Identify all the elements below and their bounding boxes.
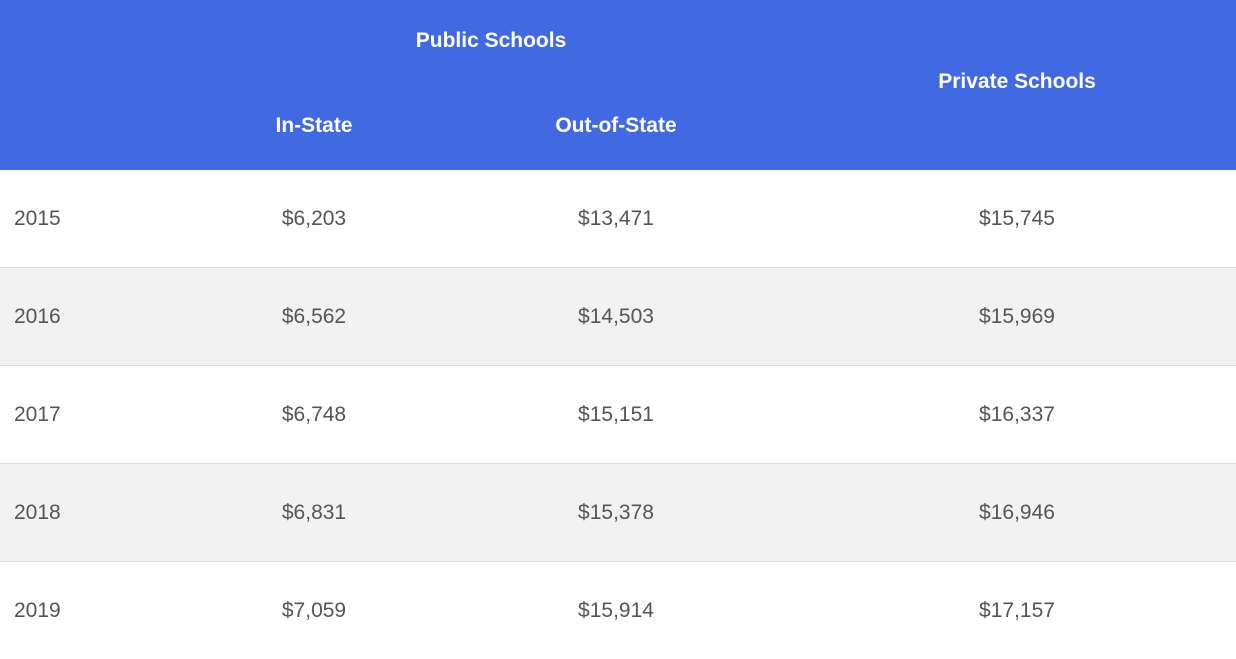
- cell-out-of-state: $15,151: [578, 402, 654, 426]
- cell-out-of-state: $15,914: [578, 598, 654, 622]
- cell-year: 2015: [14, 206, 61, 230]
- cell-year: 2019: [14, 598, 61, 622]
- cell-in-state: $6,831: [281, 500, 347, 524]
- cell-in-state: $7,059: [281, 598, 347, 622]
- cell-out-of-state: $14,503: [578, 304, 654, 328]
- cell-private: $15,969: [979, 304, 1055, 328]
- table-body: 2015 $6,203 $13,471 $15,745 2016 $6,562 …: [0, 170, 1236, 659]
- cell-year: 2017: [14, 402, 61, 426]
- cell-private: $17,157: [979, 598, 1055, 622]
- table-row: 2017 $6,748 $15,151 $16,337: [0, 366, 1236, 464]
- cell-out-of-state: $13,471: [578, 206, 654, 230]
- table-header: Public Schools In-State Out-of-State Pri…: [0, 0, 1236, 170]
- cell-private: $15,745: [979, 206, 1055, 230]
- table-row: 2019 $7,059 $15,914 $17,157: [0, 562, 1236, 659]
- header-private-schools: Private Schools: [938, 70, 1096, 93]
- cell-out-of-state: $15,378: [578, 500, 654, 524]
- cell-in-state: $6,748: [281, 402, 347, 426]
- header-public-schools: Public Schools: [415, 29, 567, 52]
- header-out-of-state: Out-of-State: [555, 114, 677, 137]
- header-in-state: In-State: [275, 114, 353, 137]
- cell-in-state: $6,562: [281, 304, 347, 328]
- cell-year: 2018: [14, 500, 61, 524]
- cell-in-state: $6,203: [281, 206, 347, 230]
- cell-private: $16,337: [979, 402, 1055, 426]
- table-row: 2016 $6,562 $14,503 $15,969: [0, 268, 1236, 366]
- cell-year: 2016: [14, 304, 61, 328]
- table-row: 2015 $6,203 $13,471 $15,745: [0, 170, 1236, 268]
- table-row: 2018 $6,831 $15,378 $16,946: [0, 464, 1236, 562]
- cell-private: $16,946: [979, 500, 1055, 524]
